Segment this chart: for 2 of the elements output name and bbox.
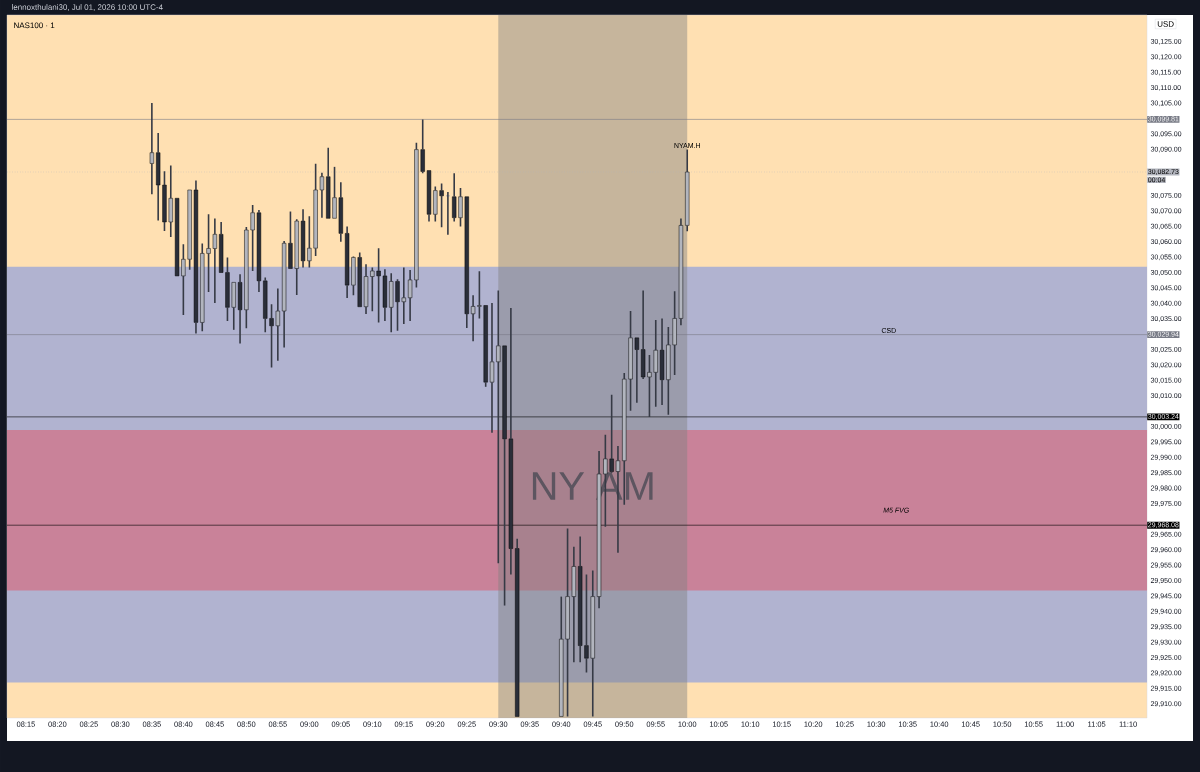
candlestick <box>149 102 155 196</box>
candlestick <box>515 537 520 717</box>
